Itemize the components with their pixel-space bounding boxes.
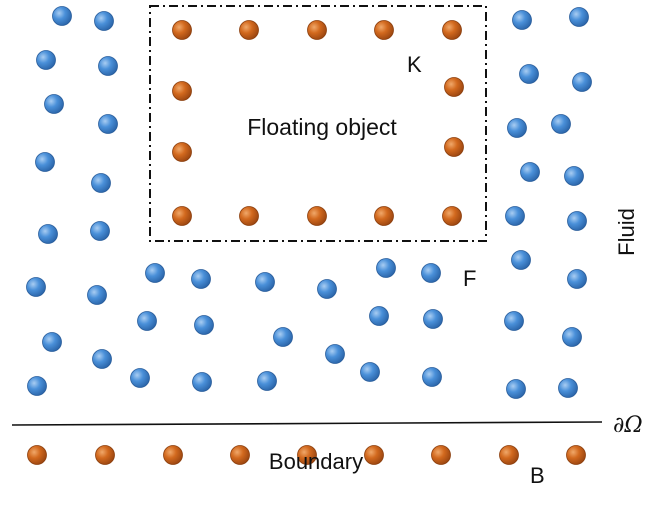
solid-particle xyxy=(364,445,384,465)
fluid-particle xyxy=(562,327,582,347)
fluid-particle xyxy=(422,367,442,387)
solid-particle xyxy=(442,20,462,40)
fluid-particle xyxy=(505,206,525,226)
fluid-particle xyxy=(511,250,531,270)
boundary-line xyxy=(11,421,603,426)
fluid-particle xyxy=(507,118,527,138)
fluid-particle xyxy=(192,372,212,392)
solid-particle xyxy=(239,206,259,226)
fluid-particle xyxy=(564,166,584,186)
fluid-particle xyxy=(421,263,441,283)
fluid-particles xyxy=(26,6,592,399)
fluid-particle xyxy=(567,211,587,231)
fluid-particle xyxy=(317,279,337,299)
solid-particle xyxy=(172,206,192,226)
fluid-particle xyxy=(87,285,107,305)
solid-particle xyxy=(172,20,192,40)
solid-particle xyxy=(172,81,192,101)
fluid-particle xyxy=(35,152,55,172)
solid-particle xyxy=(239,20,259,40)
solid-particle xyxy=(172,142,192,162)
fluid-particle xyxy=(558,378,578,398)
fluid-particle xyxy=(504,311,524,331)
fluid-particle xyxy=(191,269,211,289)
fluid-particle xyxy=(94,11,114,31)
fluid-particle xyxy=(360,362,380,382)
fluid-particle xyxy=(91,173,111,193)
fluid-particle xyxy=(98,56,118,76)
fluid-particle xyxy=(423,309,443,329)
fluid-particle xyxy=(36,50,56,70)
fluid-particle xyxy=(519,64,539,84)
fluid-particle xyxy=(572,72,592,92)
fluid-particle xyxy=(130,368,150,388)
fluid-particle xyxy=(325,344,345,364)
solid-particle xyxy=(374,20,394,40)
solid-particle xyxy=(163,445,183,465)
fluid-particle xyxy=(506,379,526,399)
fluid-particle xyxy=(273,327,293,347)
fluid-particle xyxy=(52,6,72,26)
solid-particle xyxy=(27,445,47,465)
fluid-particle xyxy=(376,258,396,278)
solid-particle xyxy=(307,20,327,40)
floating-object-label: Floating object xyxy=(247,114,397,140)
label-b: B xyxy=(530,463,545,488)
fluid-particle xyxy=(90,221,110,241)
solid-particle xyxy=(431,445,451,465)
boundary-symbol: ∂Ω xyxy=(613,413,643,438)
fluid-particle xyxy=(145,263,165,283)
fluid-particle xyxy=(569,7,589,27)
fluid-particle xyxy=(44,94,64,114)
solid-particle xyxy=(374,206,394,226)
fluid-particle xyxy=(98,114,118,134)
fluid-particle xyxy=(567,269,587,289)
solid-particle xyxy=(307,206,327,226)
fluid-particle xyxy=(257,371,277,391)
solid-particle xyxy=(444,137,464,157)
fluid-particle xyxy=(38,224,58,244)
solid-particle xyxy=(444,77,464,97)
fluid-label: Fluid xyxy=(614,208,639,256)
fluid-particle xyxy=(92,349,112,369)
fluid-particle xyxy=(27,376,47,396)
fluid-particle xyxy=(26,277,46,297)
label-k: K xyxy=(407,52,422,77)
fluid-particle xyxy=(551,114,571,134)
solid-particle xyxy=(297,445,317,465)
boundary-label: Boundary xyxy=(269,449,363,474)
solid-particle xyxy=(230,445,250,465)
fluid-particle xyxy=(512,10,532,30)
solid-particle xyxy=(566,445,586,465)
solid-particle xyxy=(95,445,115,465)
solid-particle xyxy=(499,445,519,465)
fluid-particle xyxy=(194,315,214,335)
fluid-particle xyxy=(255,272,275,292)
solid-particle xyxy=(442,206,462,226)
fluid-particle xyxy=(42,332,62,352)
solid-particles xyxy=(27,20,586,465)
label-f: F xyxy=(463,266,476,291)
fluid-particle xyxy=(520,162,540,182)
fluid-particle xyxy=(137,311,157,331)
fluid-particle xyxy=(369,306,389,326)
